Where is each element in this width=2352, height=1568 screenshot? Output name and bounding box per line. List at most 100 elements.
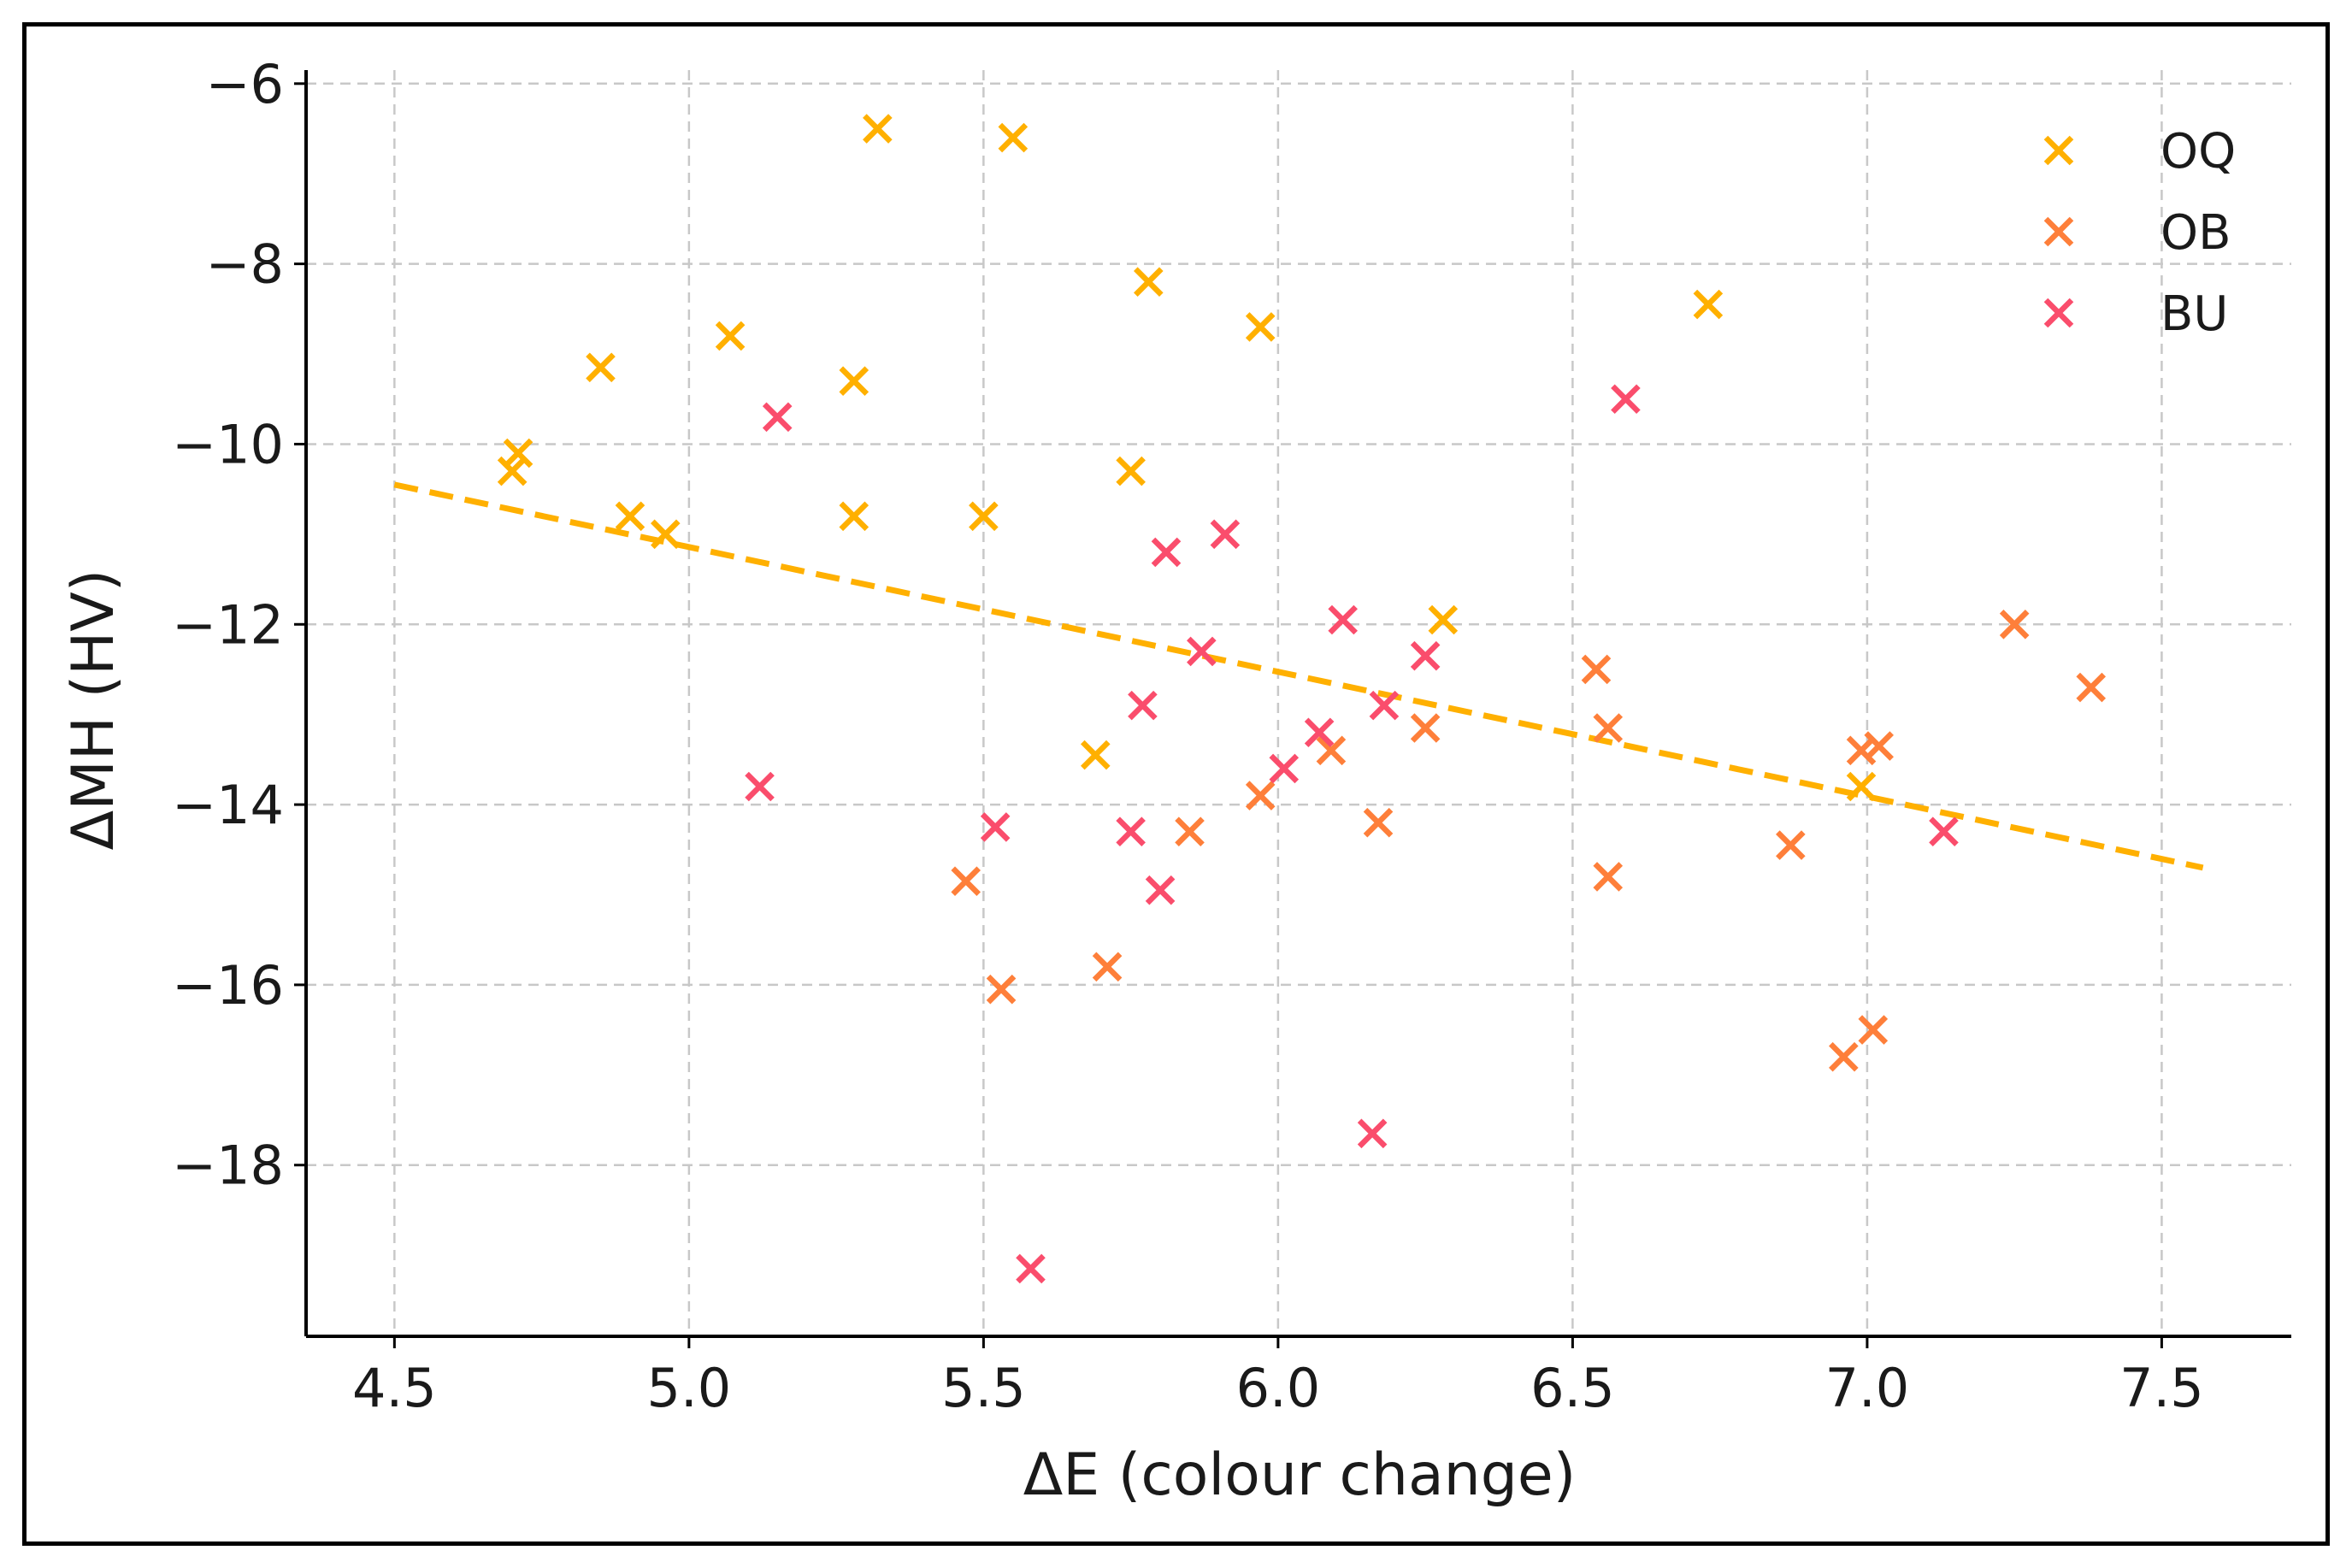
data-point: [715, 321, 746, 351]
data-point: [1593, 862, 1624, 892]
marker-stroke: [1175, 816, 1205, 847]
grid-lines: [306, 70, 2291, 1336]
trendline: [393, 481, 2204, 871]
series-oq: [497, 114, 1877, 802]
x-axis-label: ΔE (colour change): [1023, 1441, 1577, 1509]
marker-stroke: [503, 438, 533, 469]
chart-frame: [22, 22, 2330, 1546]
data-point: [1328, 604, 1358, 635]
data-point: [1593, 713, 1624, 743]
data-point: [1187, 636, 1217, 667]
data-point: [1245, 781, 1276, 811]
marker-stroke: [1593, 862, 1624, 892]
y-tick-label: −12: [172, 593, 284, 656]
marker-stroke: [1304, 717, 1335, 748]
marker-stroke: [1116, 816, 1146, 847]
data-point: [998, 122, 1029, 153]
marker-stroke: [2043, 298, 2074, 328]
marker-stroke: [1428, 604, 1459, 635]
marker-stroke: [1593, 713, 1624, 743]
marker-stroke: [615, 501, 645, 532]
data-point: [1776, 830, 1806, 860]
marker-stroke: [586, 352, 616, 383]
marker-stroke: [1134, 267, 1164, 298]
legend-item-oq: OQ: [2043, 124, 2236, 180]
marker-stroke: [1187, 636, 1217, 667]
marker-stroke: [1128, 690, 1158, 721]
y-axis-label: ΔMH (HV): [60, 569, 127, 851]
data-point: [1316, 735, 1347, 766]
data-point: [1116, 456, 1146, 486]
data-point: [1245, 312, 1276, 342]
data-point: [980, 812, 1011, 842]
marker-stroke: [762, 402, 793, 433]
marker-stroke: [1611, 384, 1641, 415]
data-point: [745, 771, 775, 802]
data-point: [1846, 735, 1877, 766]
data-point: [1175, 816, 1205, 847]
legend-marker: [2043, 135, 2074, 166]
data-point: [839, 366, 869, 396]
data-point: [1846, 771, 1877, 802]
marker-stroke: [2043, 135, 2074, 166]
marker-stroke: [986, 974, 1017, 1005]
data-point: [1151, 537, 1182, 568]
marker-stroke: [1145, 875, 1176, 905]
data-point: [497, 456, 528, 486]
legend-label: OB: [2160, 205, 2231, 261]
data-point: [1357, 1118, 1388, 1149]
marker-stroke: [1016, 1253, 1046, 1284]
marker-stroke: [1369, 690, 1400, 721]
data-point: [1611, 384, 1641, 415]
marker-stroke: [1080, 740, 1111, 770]
data-point: [1145, 875, 1176, 905]
data-point: [1128, 690, 1158, 721]
marker-stroke: [1328, 604, 1358, 635]
data-point: [1080, 740, 1111, 770]
data-point: [1693, 289, 1724, 320]
data-point: [503, 438, 533, 469]
legend-label: OQ: [2160, 124, 2236, 180]
data-point: [1410, 640, 1441, 671]
data-point: [986, 974, 1017, 1005]
legend-marker: [2043, 216, 2074, 247]
data-point: [1999, 609, 2030, 640]
x-tick-label: 5.5: [941, 1357, 1026, 1419]
marker-stroke: [715, 321, 746, 351]
marker-stroke: [1410, 713, 1441, 743]
data-point: [1304, 717, 1335, 748]
x-tick-label: 4.5: [352, 1357, 437, 1419]
marker-stroke: [1245, 312, 1276, 342]
y-tick-label: −10: [172, 413, 284, 475]
series-ob: [951, 609, 2107, 1072]
x-tick-label: 7.5: [2119, 1357, 2204, 1419]
y-tick-label: −6: [206, 53, 284, 115]
y-tick-label: −18: [172, 1135, 284, 1197]
marker-stroke: [1269, 753, 1300, 784]
marker-stroke: [2043, 216, 2074, 247]
marker-stroke: [951, 866, 981, 896]
marker-stroke: [1116, 456, 1146, 486]
data-point: [1116, 816, 1146, 847]
marker-stroke: [980, 812, 1011, 842]
marker-stroke: [1357, 1118, 1388, 1149]
data-point: [1864, 731, 1894, 761]
data-point: [1428, 604, 1459, 635]
y-tick-label: −8: [206, 233, 284, 296]
marker-stroke: [497, 456, 528, 486]
data-point: [1363, 807, 1394, 838]
marker-stroke: [1846, 735, 1877, 766]
marker-stroke: [1858, 1015, 1889, 1045]
marker-stroke: [745, 771, 775, 802]
data-point: [1829, 1041, 1859, 1072]
marker-stroke: [998, 122, 1029, 153]
marker-stroke: [1846, 771, 1877, 802]
data-point: [1858, 1015, 1889, 1045]
x-tick-label: 6.0: [1236, 1357, 1321, 1419]
legend: OQ OB BU: [2043, 124, 2236, 342]
legend-item-ob: OB: [2043, 205, 2231, 261]
legend-label: BU: [2160, 286, 2228, 342]
marker-stroke: [1829, 1041, 1859, 1072]
data-point: [1092, 952, 1123, 982]
